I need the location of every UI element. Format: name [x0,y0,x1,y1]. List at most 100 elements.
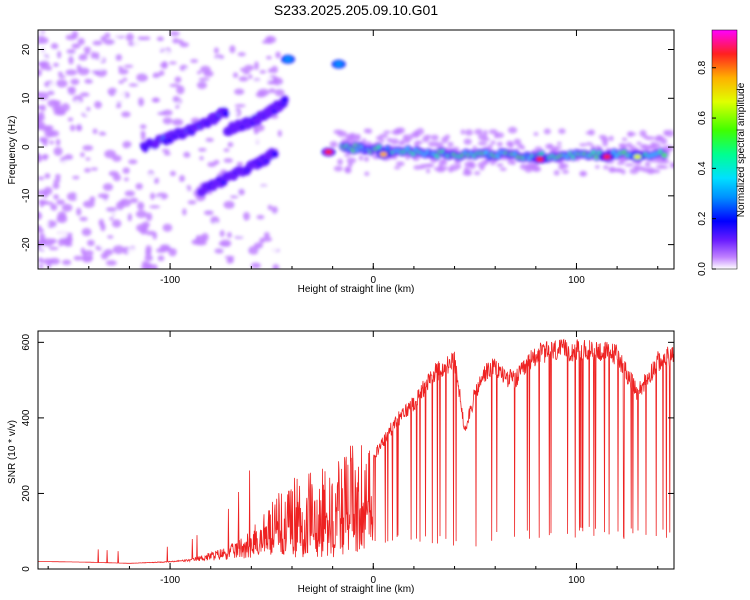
spectrogram-noise-blob [398,141,406,146]
spectrogram-noise-blob [261,185,267,193]
spectrogram-noise-blob [506,140,514,147]
spectrogram-noise-blob [139,81,147,86]
spectrogram-noise-blob [627,131,634,138]
spectrogram-noise-blob [602,139,608,147]
y-tick-label: 400 [21,409,32,426]
colorbar-tick-label: 0.6 [697,111,708,125]
spectrogram-noise-blob [43,154,48,161]
spectrogram-noise-blob [139,124,147,130]
page-title: S233.2025.205.09.10.G01 [273,2,439,18]
spectrogram-noise-blob [61,179,68,184]
spectrogram-noise-blob [172,96,180,103]
spectrogram-noise-blob [262,236,273,242]
spectrogram-noise-blob [104,149,116,159]
spectrogram-noise-blob [112,32,124,37]
spectrogram-noise-blob [105,207,118,212]
spectrogram-noise-blob [53,179,62,183]
spectrogram-noise-blob [79,92,90,97]
spectrogram-noise-blob [190,59,199,63]
spectrogram-noise-blob [215,36,221,43]
spectrogram-noise-blob [233,72,239,78]
spectrogram-noise-blob [235,228,246,237]
spectrogram-noise-blob [228,256,234,261]
spectrogram-noise-blob [210,216,220,225]
spectrogram-noise-blob [169,31,180,37]
spectrogram-noise-blob [86,106,91,112]
spectrogram-noise-blob [145,212,153,222]
spectrogram-noise-blob [42,220,49,228]
spectrogram-noise-blob [119,200,127,204]
spectrogram-noise-blob [38,142,42,147]
spectrogram-noise-blob [347,161,353,168]
spectrogram-noise-blob [92,40,103,46]
spectrogram-noise-blob [129,197,139,204]
spectrogram-noise-blob [188,234,195,239]
spectrogram-noise-blob [441,136,449,144]
spectrogram-noise-blob [272,264,280,269]
spectrogram-noise-blob [413,130,419,138]
spectrogram-x-label: Height of straight line (km) [298,284,415,295]
spectrogram-noise-blob [128,159,138,165]
spectrogram-noise-blob [644,161,651,168]
spectrogram-noise-blob [490,140,496,145]
spectrogram-noise-blob [234,183,244,190]
spectrogram-noise-blob [560,163,569,169]
spectrogram-noise-blob [84,168,91,173]
spectrogram-noise-blob [178,252,190,259]
spectrogram-noise-blob [38,115,42,124]
spectrogram-noise-blob [484,159,489,165]
spectrogram-noise-blob [488,144,494,148]
spectrogram-noise-blob [198,77,210,82]
spectrogram-noise-blob [144,266,151,269]
spectrogram-noise-blob [633,165,640,170]
spectrogram-noise-blob [263,231,270,239]
spectrogram-noise-blob [137,97,145,107]
spectrogram-noise-blob [55,138,61,146]
spectrogram-noise-blob [474,128,483,135]
spectrogram-noise-blob [38,49,44,59]
spectrogram-noise-blob [38,200,49,204]
spectrogram-noise-blob [77,37,85,45]
spectrogram-noise-blob [413,142,420,147]
spectrogram-noise-blob [419,164,426,170]
spectrogram-noise-blob [227,142,234,148]
spectrogram-noise-blob [82,200,95,208]
spectrogram-noise-blob [556,141,562,146]
spectrogram-noise-blob [125,33,134,42]
spectrogram-hotspot [334,61,343,67]
spectrogram-hotspot [535,156,544,162]
spectrogram-noise-blob [426,168,431,174]
y-tick-label: 600 [21,334,32,351]
x-tick-label: -100 [160,575,180,586]
snr-series-line [38,338,674,564]
spectrogram-noise-blob [168,247,177,257]
spectrogram-noise-blob [355,133,361,139]
spectrogram-noise-blob [477,161,486,168]
spectrogram-noise-blob [242,70,250,75]
spectrogram-noise-blob [558,128,566,134]
spectrogram-noise-blob [88,255,94,261]
spectrogram-noise-blob [425,163,435,168]
colorbar: 0.0 0.2 0.4 0.6 0.8 Normalized spectral ampl… [697,29,747,276]
spectrogram-noise-blob [42,238,54,247]
spectrogram-noise-blob [38,176,45,181]
spectrogram-noise-blob [140,132,146,141]
spectrogram-ridge-core [282,97,288,102]
spectrogram-noise-blob [477,141,488,146]
spectrogram-noise-blob [217,173,223,177]
spectrogram-noise-blob [206,30,219,36]
spectrogram-noise-blob [60,160,72,167]
spectrogram-noise-blob [202,200,214,209]
colorbar-frame [711,29,738,270]
spectrogram-noise-blob [642,145,653,151]
y-tick-label: 0 [21,566,32,572]
spectrogram-noise-blob [153,177,160,185]
spectrogram-noise-blob [229,45,236,54]
spectrogram-noise-blob [64,166,76,173]
spectrogram-noise-blob [394,130,402,134]
spectrogram-noise-blob [61,103,70,112]
spectrogram-noise-blob [124,177,129,182]
spectrogram-hotspot [283,56,292,62]
spectrogram-noise-blob [213,159,220,165]
